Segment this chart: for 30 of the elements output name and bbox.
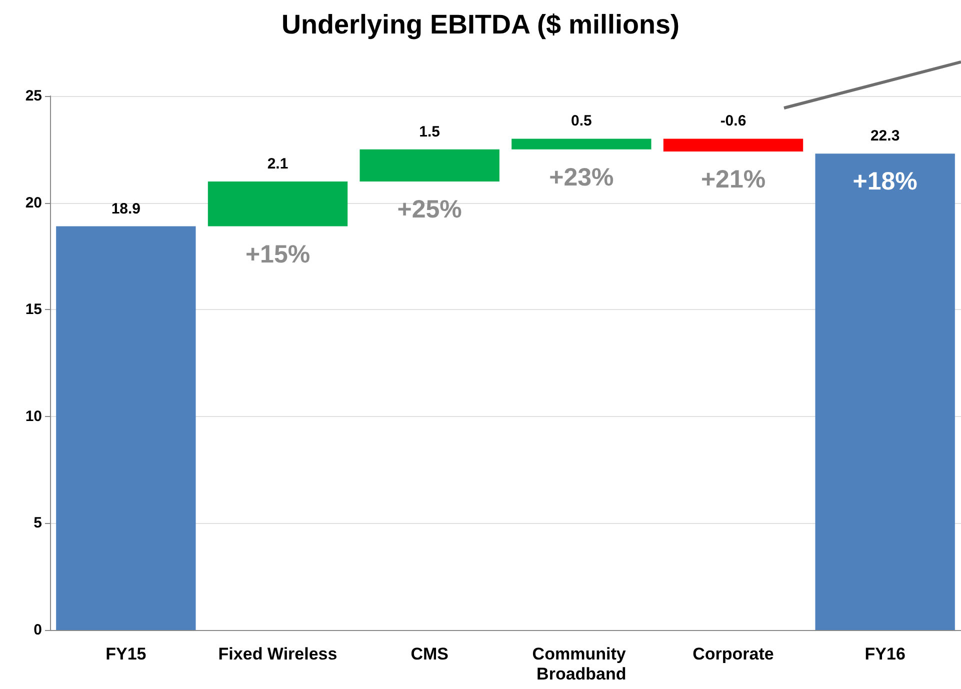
bar <box>56 226 196 630</box>
x-tick-label: FY16 <box>864 644 906 664</box>
y-tick-label: 25 <box>25 88 42 104</box>
data-label: 18.9 <box>111 200 141 218</box>
bar <box>663 138 804 152</box>
annotation: +25% <box>397 195 462 224</box>
y-tick-label: 10 <box>25 408 42 425</box>
annotation: +23% <box>549 163 614 192</box>
x-tick-label: Corporate <box>692 644 774 664</box>
data-label: 22.3 <box>870 128 900 145</box>
x-tick-label: CMS <box>410 644 448 664</box>
annotation: +15% <box>245 240 310 268</box>
y-tick-label: 5 <box>34 514 42 532</box>
annotation: +18% <box>852 168 918 196</box>
data-label: 0.5 <box>570 112 592 130</box>
x-tick-label: Fixed Wireless <box>218 644 338 664</box>
y-tick-label: 0 <box>34 622 42 638</box>
x-tick-label: FY15 <box>106 644 146 664</box>
data-label: -0.6 <box>720 112 746 130</box>
data-label: 1.5 <box>419 123 440 140</box>
bar <box>815 154 955 630</box>
bar <box>512 138 652 150</box>
y-tick-label: 15 <box>25 301 42 318</box>
annotation: +21% <box>700 166 766 194</box>
x-tick-label: Community Broadband <box>532 644 631 684</box>
bar <box>208 181 348 226</box>
y-tick-label: 20 <box>25 194 42 212</box>
data-label: 2.1 <box>267 155 288 172</box>
bar <box>360 149 500 182</box>
chart-title: Underlying EBITDA ($ millions) <box>281 10 680 40</box>
